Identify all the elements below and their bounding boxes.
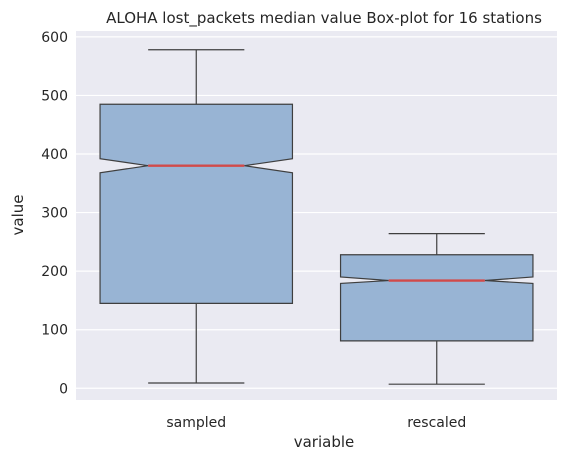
y-tick-label-100: 100 [41, 323, 68, 339]
y-tick-label-400: 400 [41, 147, 68, 163]
x-tick-label-rescaled: rescaled [407, 415, 466, 431]
y-tick-label-300: 300 [41, 206, 68, 222]
chart-title: ALOHA lost_packets median value Box-plot… [106, 9, 542, 28]
y-axis-ticks: 0 100 200 300 400 500 600 [41, 30, 68, 397]
box-group-sampled [99, 49, 294, 384]
y-tick-label-0: 0 [59, 381, 68, 397]
box-group-rescaled [339, 233, 534, 385]
x-axis-label: variable [294, 433, 355, 451]
box-sampled [99, 103, 294, 304]
y-tick-label-600: 600 [41, 30, 68, 46]
y-axis-label: value [9, 195, 27, 236]
box-rescaled [339, 254, 534, 342]
boxes-layer [99, 49, 534, 385]
x-tick-label-sampled: sampled [166, 415, 226, 431]
y-tick-label-200: 200 [41, 264, 68, 280]
y-tick-label-500: 500 [41, 88, 68, 104]
x-axis-ticks: sampled rescaled [166, 415, 466, 431]
